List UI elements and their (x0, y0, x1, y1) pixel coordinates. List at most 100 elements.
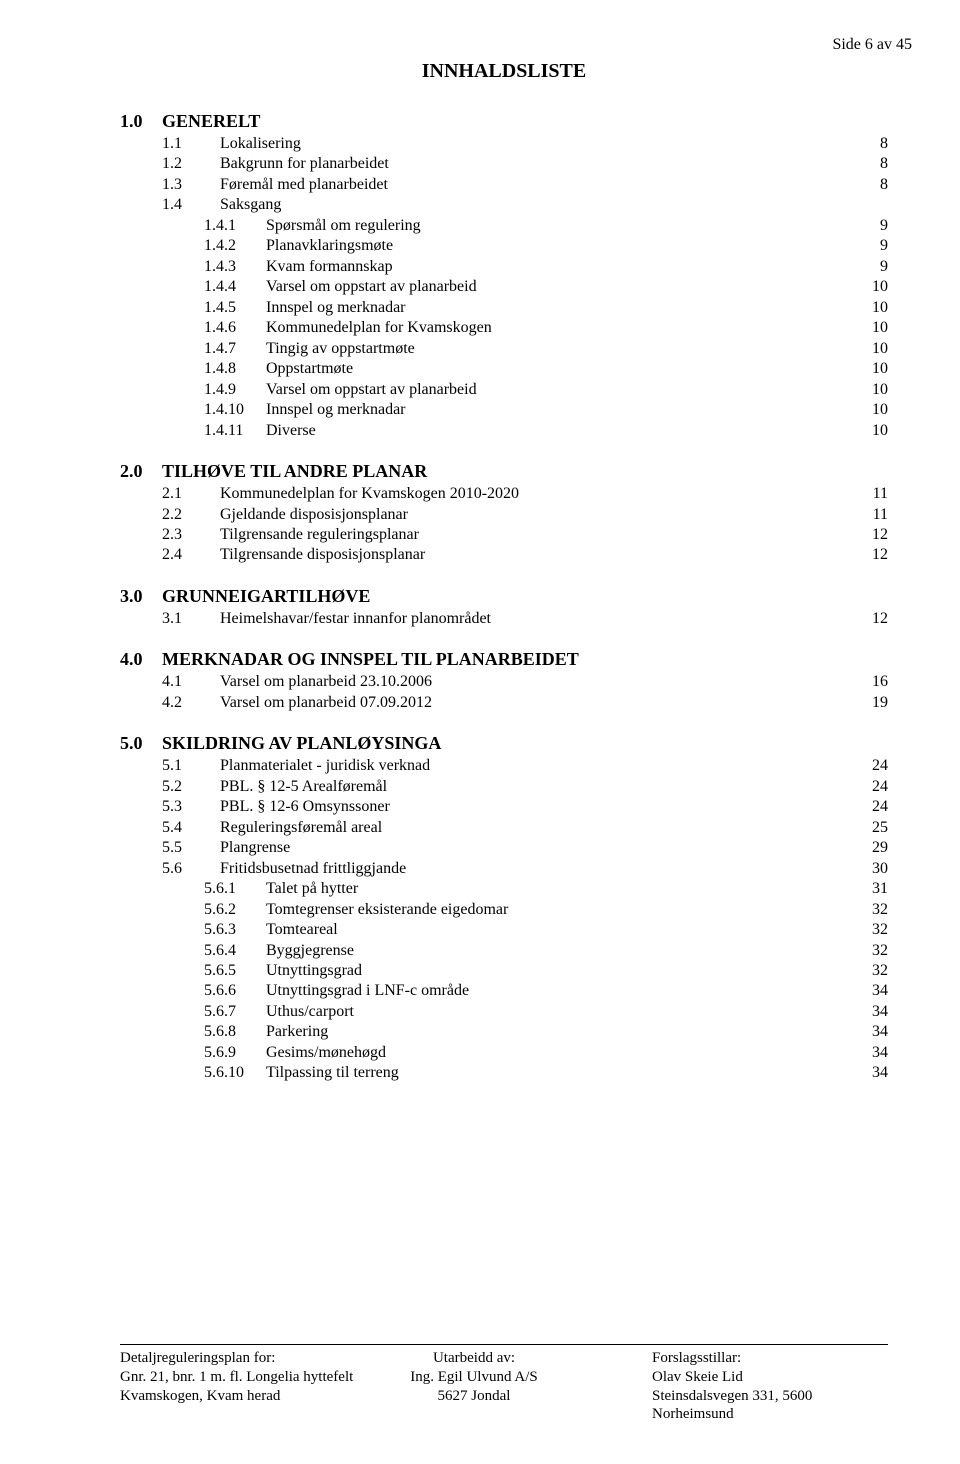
toc-entry: 2.4Tilgrensande disposisjonsplanar12 (120, 545, 888, 565)
toc-entry-left: 5.6.10Tilpassing til terreng (120, 1063, 399, 1083)
toc-entry-number: 5.6.4 (204, 941, 266, 961)
toc-entry-label: Utnyttingsgrad (266, 961, 362, 981)
toc-section-title: GENERELT (162, 111, 260, 132)
toc-section-title: GRUNNEIGARTILHØVE (162, 586, 370, 607)
toc-entry: 1.2Bakgrunn for planarbeidet8 (120, 154, 888, 174)
toc-entry-number: 1.4.4 (204, 277, 266, 297)
toc-entry-label: Saksgang (220, 195, 281, 215)
footer-text: Utarbeidd av: (356, 1349, 592, 1368)
toc-entry-page: 34 (858, 1022, 888, 1042)
toc-entry-label: Tomtegrenser eksisterande eigedomar (266, 900, 508, 920)
toc-entry: 3.1Heimelshavar/festar innanfor planområ… (120, 609, 888, 629)
toc-entry-number: 1.2 (162, 154, 220, 174)
toc-entry-page: 11 (858, 484, 888, 504)
toc-entry-page: 10 (858, 339, 888, 359)
toc-entry: 5.6.10Tilpassing til terreng 34 (120, 1063, 888, 1083)
toc-entry-label: Lokalisering (220, 134, 301, 154)
toc-entry: 5.2PBL. § 12-5 Arealføremål24 (120, 777, 888, 797)
toc-entry-label: Tilpassing til terreng (266, 1063, 399, 1083)
toc-entry-number: 1.4.6 (204, 318, 266, 338)
toc-entry-page: 9 (858, 216, 888, 236)
toc-entry: 1.4.1Spørsmål om regulering 9 (120, 216, 888, 236)
toc-entry-page: 32 (858, 920, 888, 940)
toc-entry-page: 24 (858, 797, 888, 817)
toc-entry-number: 2.2 (162, 505, 220, 525)
toc-entry-page: 34 (858, 981, 888, 1001)
toc-entry-page: 16 (858, 672, 888, 692)
toc-entry-label: Varsel om oppstart av planarbeid (266, 380, 477, 400)
toc-entry: 5.4Reguleringsføremål areal25 (120, 818, 888, 838)
toc-entry: 1.4Saksgang (120, 195, 888, 215)
toc-entry: 1.4.5Innspel og merknadar 10 (120, 298, 888, 318)
toc-entry-left: 1.1Lokalisering (120, 134, 301, 154)
toc-entry: 5.6.6Utnyttingsgrad i LNF-c område 34 (120, 981, 888, 1001)
footer-text: Kvamskogen, Kvam herad (120, 1387, 356, 1406)
toc-entry-left: 2.1Kommunedelplan for Kvamskogen 2010-20… (120, 484, 519, 504)
toc-entry-left: 2.2Gjeldande disposisjonsplanar (120, 505, 408, 525)
toc-entry-label: Innspel og merknadar (266, 298, 406, 318)
toc-entry-number: 1.4.7 (204, 339, 266, 359)
toc-section-number: 5.0 (120, 733, 162, 754)
toc-entry-label: PBL. § 12-5 Arealføremål (220, 777, 387, 797)
toc-entry-page: 24 (858, 756, 888, 776)
toc-section-number: 2.0 (120, 461, 162, 482)
toc-entry-left: 1.4.2Planavklaringsmøte (120, 236, 393, 256)
toc-entry-label: Talet på hytter (266, 879, 358, 899)
toc-entry-number: 5.3 (162, 797, 220, 817)
toc-entry-number: 1.4.9 (204, 380, 266, 400)
toc-entry-label: Fritidsbusetnad frittliggjande (220, 859, 406, 879)
toc-entry-page: 34 (858, 1002, 888, 1022)
toc-section: 4.0MERKNADAR OG INNSPEL TIL PLANARBEIDET… (120, 649, 888, 713)
toc-entry-label: Spørsmål om regulering (266, 216, 421, 236)
toc-entry-label: Kommunedelplan for Kvamskogen (266, 318, 492, 338)
toc-entry-number: 1.4.11 (204, 421, 266, 441)
toc-entry-left: 5.6Fritidsbusetnad frittliggjande (120, 859, 406, 879)
toc-entry-number: 1.4.1 (204, 216, 266, 236)
toc-entry-number: 5.5 (162, 838, 220, 858)
toc-entry-left: 4.1Varsel om planarbeid 23.10.2006 (120, 672, 432, 692)
footer-text: Detaljreguleringsplan for: (120, 1349, 356, 1368)
toc-entry-number: 5.6.2 (204, 900, 266, 920)
toc-entry-label: Tomteareal (266, 920, 338, 940)
toc-entry-number: 3.1 (162, 609, 220, 629)
footer-text: Steinsdalsvegen 331, 5600 Norheimsund (652, 1387, 888, 1425)
toc-entry-label: Utnyttingsgrad i LNF-c område (266, 981, 469, 1001)
toc-entry-page: 34 (858, 1063, 888, 1083)
page-number: Side 6 av 45 (832, 36, 912, 54)
toc-entry-left: 1.4.11Diverse (120, 421, 316, 441)
toc-entry-number: 5.6.9 (204, 1043, 266, 1063)
footer-text: Olav Skeie Lid (652, 1368, 888, 1387)
toc-entry-left: 5.6.1Talet på hytter (120, 879, 358, 899)
toc-entry-left: 5.6.3Tomteareal (120, 920, 338, 940)
toc-entry: 1.4.9Varsel om oppstart av planarbeid10 (120, 380, 888, 400)
table-of-contents: 1.0GENERELT1.1Lokalisering 81.2Bakgrunn f… (120, 111, 888, 1084)
toc-section: 2.0TILHØVE TIL ANDRE PLANAR2.1Kommunedel… (120, 461, 888, 566)
toc-entry-label: Tingig av oppstartmøte (266, 339, 415, 359)
toc-entry-number: 1.4.5 (204, 298, 266, 318)
toc-entry-number: 5.1 (162, 756, 220, 776)
toc-entry-left: 1.4.1Spørsmål om regulering (120, 216, 421, 236)
toc-entry-left: 1.4.5Innspel og merknadar (120, 298, 406, 318)
toc-entry-number: 1.1 (162, 134, 220, 154)
toc-entry-number: 4.1 (162, 672, 220, 692)
toc-entry-number: 1.4 (162, 195, 220, 215)
toc-entry-page: 24 (858, 777, 888, 797)
toc-entry-label: Parkering (266, 1022, 328, 1042)
toc-entry-left: 1.4Saksgang (120, 195, 281, 215)
toc-section-number: 3.0 (120, 586, 162, 607)
toc-entry-page: 10 (858, 298, 888, 318)
toc-entry: 2.1Kommunedelplan for Kvamskogen 2010-20… (120, 484, 888, 504)
toc-entry-label: Gjeldande disposisjonsplanar (220, 505, 408, 525)
toc-entry-left: 5.6.6Utnyttingsgrad i LNF-c område (120, 981, 469, 1001)
toc-entry-left: 1.4.8Oppstartmøte (120, 359, 353, 379)
toc-entry-page: 10 (858, 277, 888, 297)
toc-entry-number: 1.3 (162, 175, 220, 195)
toc-section-heading: 1.0GENERELT (120, 111, 888, 132)
footer-text: Gnr. 21, bnr. 1 m. fl. Longelia hyttefel… (120, 1368, 356, 1387)
toc-entry: 1.3Føremål med planarbeidet8 (120, 175, 888, 195)
toc-entry-label: Planmaterialet - juridisk verknad (220, 756, 430, 776)
toc-entry: 1.4.4Varsel om oppstart av planarbeid10 (120, 277, 888, 297)
toc-section: 3.0GRUNNEIGARTILHØVE3.1Heimelshavar/fest… (120, 586, 888, 629)
toc-entry-page: 8 (858, 134, 888, 154)
toc-entry: 1.4.7Tingig av oppstartmøte 10 (120, 339, 888, 359)
